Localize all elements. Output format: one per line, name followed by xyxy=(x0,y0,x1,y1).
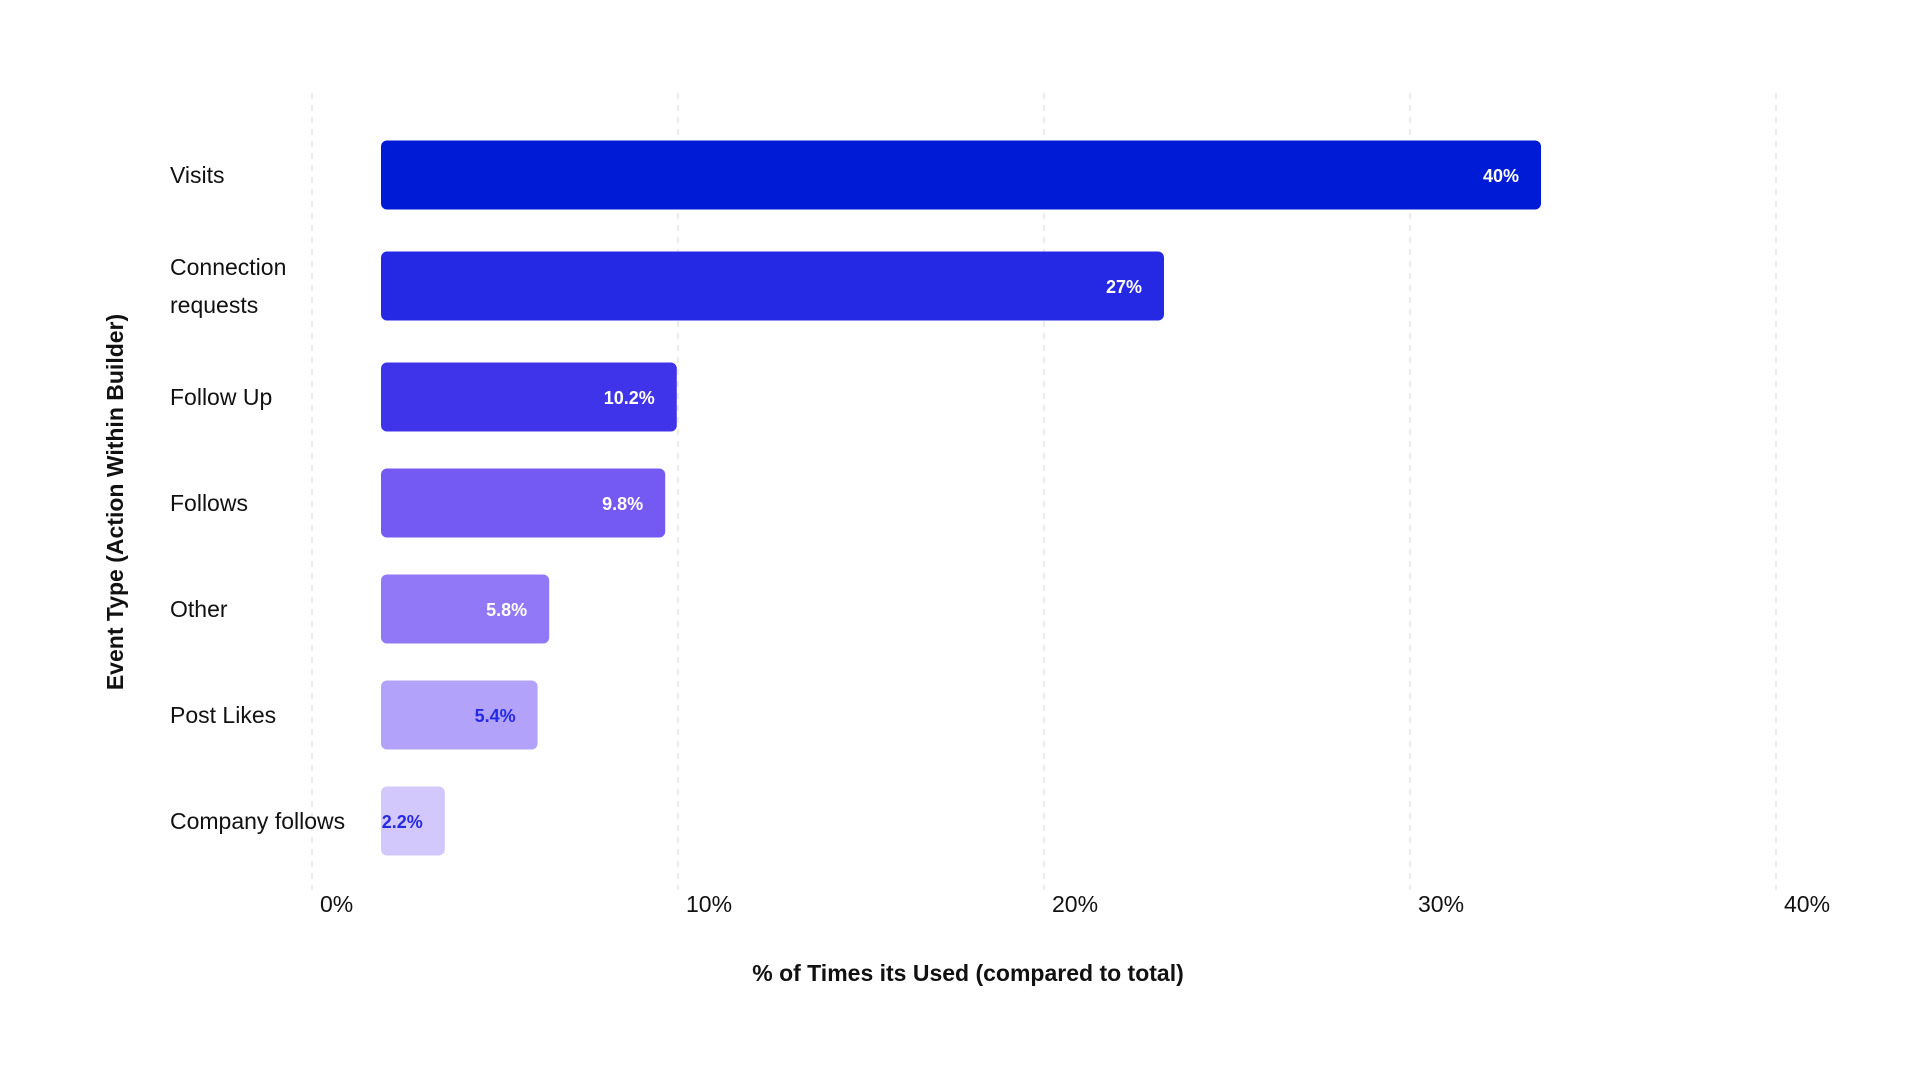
x-axis-title: % of Times its Used (compared to total) xyxy=(752,960,1184,986)
bar-value-label: 40% xyxy=(1483,166,1519,186)
category-label: Follow Up xyxy=(170,384,272,410)
x-tick-labels: 0% 10% 20% 30% 40% xyxy=(320,891,1830,917)
category-label: Connection requests xyxy=(170,254,286,318)
bar-value-label: 10.2% xyxy=(604,388,655,408)
category-label: Company follows xyxy=(170,808,345,834)
category-label: Follows xyxy=(170,490,248,516)
x-tick-label: 20% xyxy=(1052,891,1098,917)
bar xyxy=(381,786,445,856)
category-label: Other xyxy=(170,596,228,622)
bar-value-label: 2.2% xyxy=(382,812,423,832)
bar xyxy=(381,362,677,432)
category-label-line: requests xyxy=(170,292,258,318)
x-tick-label: 0% xyxy=(320,891,353,917)
y-axis-title: Event Type (Action Within Builder) xyxy=(102,314,128,690)
bars: 40% 27% 10.2% 9.8% 5.8% 5.4% 2.2% xyxy=(381,140,1541,856)
bar xyxy=(381,680,538,750)
bar-value-label: 9.8% xyxy=(602,494,643,514)
category-label-line: Other xyxy=(170,596,228,622)
category-label: Visits xyxy=(170,162,225,188)
category-label-line: Follow Up xyxy=(170,384,272,410)
gridlines xyxy=(311,93,1777,890)
category-label: Post Likes xyxy=(170,702,276,728)
x-tick-label: 40% xyxy=(1784,891,1830,917)
bar xyxy=(381,251,1164,321)
bar xyxy=(381,574,550,644)
category-label-line: Connection xyxy=(170,254,286,280)
category-label-line: Company follows xyxy=(170,808,345,834)
bar xyxy=(381,140,1541,210)
bar xyxy=(381,468,666,538)
x-tick-label: 30% xyxy=(1418,891,1464,917)
x-tick-label: 10% xyxy=(686,891,732,917)
category-labels: Visits Connection requests Follow Up Follows… xyxy=(170,162,345,834)
category-label-line: Post Likes xyxy=(170,702,276,728)
bar-value-label: 27% xyxy=(1106,277,1142,297)
category-label-line: Follows xyxy=(170,490,248,516)
category-label-line: Visits xyxy=(170,162,225,188)
bar-value-label: 5.8% xyxy=(486,600,527,620)
bar-value-label: 5.4% xyxy=(475,706,516,726)
